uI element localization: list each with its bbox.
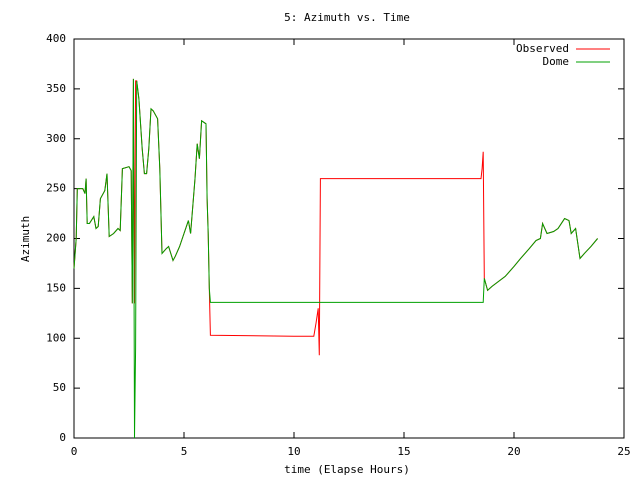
x-tick-label: 10: [287, 445, 300, 458]
x-tick-label: 25: [617, 445, 630, 458]
x-tick-label: 20: [507, 445, 520, 458]
y-axis-label: Azimuth: [19, 216, 32, 262]
chart-title: 5: Azimuth vs. Time: [284, 11, 410, 24]
y-tick-label: 250: [46, 182, 66, 195]
plot-border: [73, 38, 625, 439]
x-tick-label: 0: [71, 445, 78, 458]
legend-label: Observed: [516, 42, 569, 55]
y-tick-label: 0: [59, 431, 66, 444]
legend-label: Dome: [543, 55, 570, 68]
x-axis-label: time (Elapse Hours): [284, 463, 410, 476]
y-tick-label: 350: [46, 82, 66, 95]
y-tick-label: 400: [46, 32, 66, 45]
data-line: [73, 78, 598, 356]
data-line: [73, 78, 598, 439]
y-tick-label: 200: [46, 232, 66, 245]
y-tick-label: 50: [53, 381, 66, 394]
x-tick-label: 15: [397, 445, 410, 458]
x-tick-label: 5: [181, 445, 188, 458]
y-tick-label: 300: [46, 132, 66, 145]
y-tick-label: 150: [46, 281, 66, 294]
y-tick-label: 100: [46, 331, 66, 344]
